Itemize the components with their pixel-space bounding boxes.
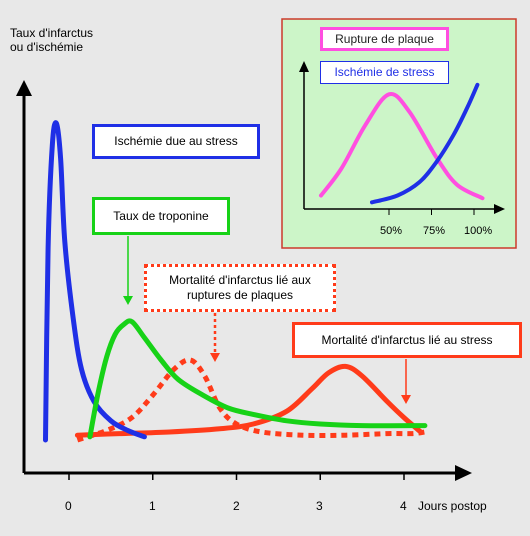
inset-x-tick-marks — [388, 209, 475, 215]
label-stress-mortality: Mortalité d'infarctus lié au stress — [292, 322, 522, 358]
y-axis-arrow — [16, 80, 32, 96]
inset-legend-stress: Ischémie de stress — [320, 61, 449, 84]
label-plaque-mortality-line1: Mortalité d'infarctus lié aux — [169, 273, 311, 287]
x-tick-label: 0 — [65, 499, 72, 513]
y-axis-label-line1: Taux d'infarctus — [10, 26, 93, 40]
inset-panel — [281, 18, 517, 249]
inset-series-line-1 — [370, 82, 480, 205]
label-stress-ischemia: Ischémie due au stress — [92, 124, 260, 159]
inset-x-tick-label: 50% — [380, 225, 403, 237]
pointer-stress-mortality-head — [401, 395, 411, 404]
inset-y-arrow — [299, 61, 309, 72]
pointer-plaque-mortality-head — [210, 353, 220, 362]
x-axis-label: Jours postop — [418, 499, 487, 513]
series-line-0 — [43, 120, 147, 443]
x-tick-label: 1 — [149, 499, 156, 513]
x-tick-marks — [68, 473, 405, 480]
inset-x-arrow — [494, 204, 505, 214]
pointer-layer — [123, 236, 411, 404]
label-plaque-mortality: Mortalité d'infarctus lié aux ruptures d… — [144, 264, 336, 312]
inset-x-tick-label: 100% — [464, 225, 493, 237]
inset-legend-rupture: Rupture de plaque — [320, 27, 449, 51]
series-line-1 — [87, 318, 428, 440]
x-tick-label: 2 — [233, 499, 240, 513]
series-layer — [43, 120, 428, 443]
pointer-troponin-head — [123, 296, 133, 305]
series-line-2 — [76, 357, 426, 443]
label-plaque-mortality-line2: ruptures de plaques — [186, 288, 294, 302]
x-axis-arrow — [455, 465, 472, 481]
x-tick-label: 4 — [400, 499, 407, 513]
y-axis-label-line2: ou d'ischémie — [10, 40, 83, 54]
inset-series-layer — [319, 82, 485, 205]
x-tick-label: 3 — [316, 499, 323, 513]
inset-x-tick-label: 75% — [423, 225, 446, 237]
label-troponin: Taux de troponine — [92, 197, 230, 235]
series-line-3 — [74, 363, 424, 438]
inset-series-line-0 — [319, 91, 485, 201]
